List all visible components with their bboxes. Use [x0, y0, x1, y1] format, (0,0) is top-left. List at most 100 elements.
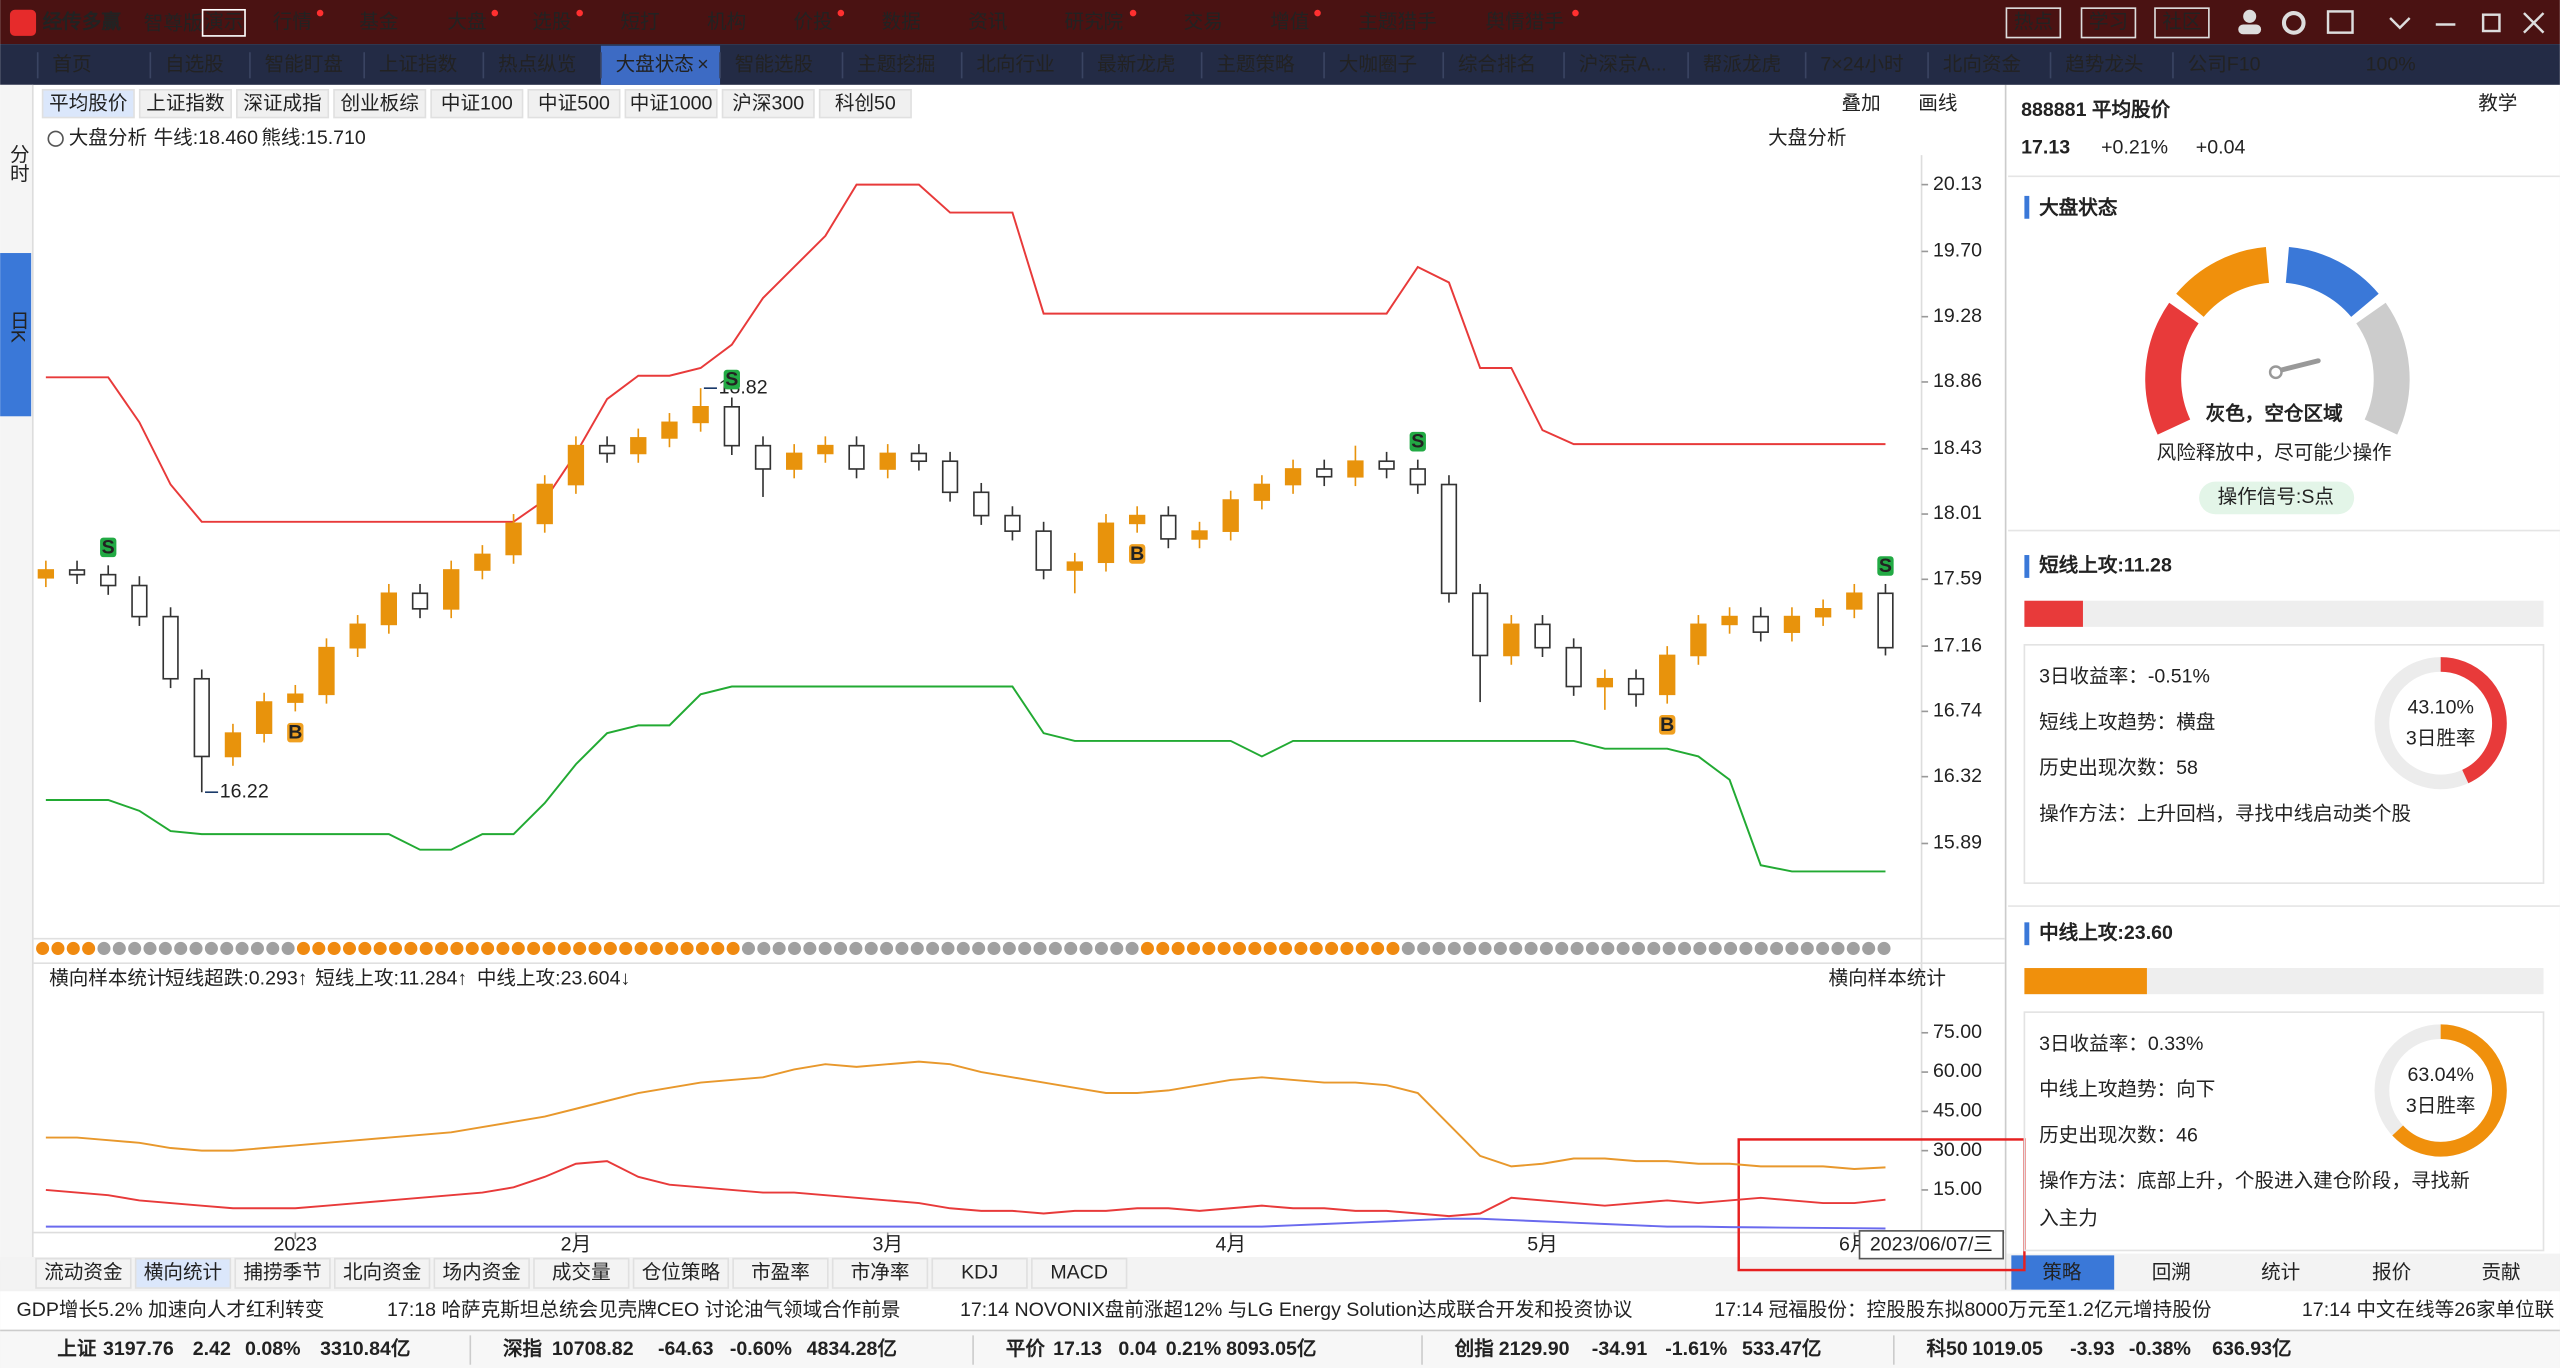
bottom-tab[interactable]: KDJ: [961, 1261, 998, 1283]
side-tab[interactable]: 日K: [6, 310, 28, 343]
tab[interactable]: 首页: [52, 53, 91, 75]
menu-item[interactable]: 研究院: [1065, 11, 1124, 33]
index-tab[interactable]: 深证成指: [243, 93, 321, 115]
settings-icon[interactable]: [2281, 11, 2306, 35]
menu-item[interactable]: 大盘: [447, 11, 486, 33]
index-tab-bg[interactable]: [236, 88, 330, 119]
bottom-tab-bg[interactable]: [632, 1257, 730, 1289]
menu-item[interactable]: 价投: [794, 11, 833, 33]
tab[interactable]: 7×24小时: [1820, 53, 1903, 75]
menu-item[interactable]: 选股: [532, 11, 571, 33]
tab-close[interactable]: ×: [697, 53, 708, 75]
bottom-tab[interactable]: 市盈率: [751, 1261, 810, 1283]
tab[interactable]: 主题策略: [1216, 53, 1295, 75]
bottom-tab-bg[interactable]: [134, 1257, 232, 1289]
menu-item[interactable]: 数据: [882, 11, 921, 33]
tab[interactable]: 公司F10: [2188, 53, 2261, 75]
tab[interactable]: 大盘状态: [616, 53, 694, 75]
bottom-tab-bg[interactable]: [35, 1257, 132, 1289]
bottom-tab[interactable]: MACD: [1050, 1261, 1108, 1283]
bottom-tab-bg[interactable]: [333, 1257, 431, 1289]
index-tab[interactable]: 中证1000: [630, 93, 713, 115]
index-tab-bg[interactable]: [41, 88, 135, 119]
tab[interactable]: 北向资金: [1943, 53, 2022, 75]
tab[interactable]: 自选股: [165, 53, 224, 75]
index-tab-bg[interactable]: [430, 88, 524, 119]
news-item[interactable]: 17:14 中文在线等26家单位联: [2302, 1299, 2554, 1321]
index-tab-bg[interactable]: [624, 88, 718, 119]
bottom-tab-bg[interactable]: [533, 1257, 630, 1289]
maximize-icon[interactable]: [2481, 13, 2501, 33]
panel-tab[interactable]: 策略: [2042, 1261, 2082, 1283]
menu-button-label[interactable]: 学习: [2089, 11, 2128, 33]
bottom-tab[interactable]: 捕捞季节: [243, 1261, 321, 1283]
bottom-tab[interactable]: 场内资金: [443, 1261, 522, 1283]
index-tab[interactable]: 平均股价: [49, 93, 127, 115]
news-item[interactable]: GDP增长5.2% 加速向人才红利转变: [16, 1299, 324, 1321]
teach-link[interactable]: 教学: [2478, 93, 2517, 115]
tab[interactable]: 主题挖掘: [857, 53, 935, 75]
index-tab-bg[interactable]: [333, 88, 427, 119]
index-tab-bg[interactable]: [527, 88, 621, 119]
tab[interactable]: 智能选股: [735, 53, 813, 75]
menu-item[interactable]: 增值: [1270, 11, 1309, 33]
bottom-tab[interactable]: 流动资金: [44, 1261, 123, 1283]
index-tab[interactable]: 上证指数: [146, 93, 225, 115]
bottom-tab[interactable]: 北向资金: [343, 1261, 422, 1283]
index-tab[interactable]: 创业板综: [341, 93, 419, 115]
tab[interactable]: 大咖圈子: [1339, 53, 1417, 75]
menu-item[interactable]: 舆情猎手: [1486, 11, 1564, 33]
menu-item[interactable]: 基金: [359, 11, 399, 33]
panel-tab[interactable]: 贡献: [2481, 1261, 2520, 1283]
news-item[interactable]: 17:18 哈萨克斯坦总统会见壳牌CEO 讨论油气领域合作前景: [387, 1299, 900, 1321]
tab[interactable]: 最新龙虎: [1097, 53, 1175, 75]
bottom-tab-bg[interactable]: [831, 1257, 929, 1289]
tab[interactable]: 趋势龙头: [2065, 53, 2143, 75]
bottom-tab[interactable]: 成交量: [552, 1261, 611, 1283]
index-tab[interactable]: 科创50: [835, 93, 896, 115]
bottom-tab[interactable]: 仓位策略: [642, 1261, 721, 1283]
bottom-tab[interactable]: 市净率: [851, 1261, 910, 1283]
tab[interactable]: 北向行业: [976, 53, 1054, 75]
index-tab[interactable]: 中证500: [538, 93, 610, 115]
panel-tab[interactable]: 报价: [2372, 1261, 2411, 1283]
bottom-tab-bg[interactable]: [234, 1257, 331, 1289]
side-tab[interactable]: 分时: [6, 144, 29, 183]
menu-item[interactable]: 交易: [1184, 11, 1223, 33]
index-tab-bg[interactable]: [138, 88, 232, 119]
menu-item[interactable]: 主题猎手: [1358, 11, 1436, 33]
menu-item[interactable]: 资讯: [968, 11, 1007, 33]
tab[interactable]: 帮派龙虎: [1703, 53, 1781, 75]
bottom-tab[interactable]: 横向统计: [144, 1261, 222, 1283]
tab[interactable]: 上证指数: [379, 53, 458, 75]
panel-tab[interactable]: 统计: [2261, 1261, 2300, 1283]
index-tab-bg[interactable]: [818, 88, 912, 119]
tab[interactable]: 智能盯盘: [265, 53, 343, 75]
menu-button-label[interactable]: 热点: [2014, 11, 2053, 33]
index-tab[interactable]: 中证100: [441, 93, 513, 115]
window-icon[interactable]: [2326, 10, 2354, 34]
tab[interactable]: 热点纵览: [498, 53, 576, 75]
menu-button-label[interactable]: 社区: [2162, 11, 2201, 33]
tool[interactable]: 叠加: [1842, 93, 1881, 115]
index-tab-bg[interactable]: [721, 88, 815, 119]
menu-item[interactable]: 机构: [707, 11, 746, 33]
bottom-tab-bg[interactable]: [433, 1257, 530, 1289]
close-icon[interactable]: [2523, 12, 2545, 34]
menu-button[interactable]: [2005, 7, 2062, 39]
index-tab[interactable]: 沪深300: [732, 93, 804, 115]
tab[interactable]: 综合排名: [1458, 53, 1536, 75]
bottom-tab-bg[interactable]: [1031, 1257, 1128, 1289]
panel-tab[interactable]: 回溯: [2152, 1261, 2191, 1283]
news-item[interactable]: 17:14 冠福股份：控股股东拟8000万元至1.2亿元增持股份: [1714, 1299, 2212, 1321]
tool[interactable]: 画线: [1918, 93, 1957, 115]
menu-button[interactable]: [2154, 7, 2210, 39]
menu-item[interactable]: 行情: [273, 11, 312, 33]
tab[interactable]: 沪深京A...: [1579, 53, 1667, 75]
dropdown-icon[interactable]: [2389, 17, 2411, 30]
demo[interactable]: 演示: [204, 11, 243, 33]
menu-item[interactable]: 短打: [620, 11, 659, 33]
bottom-tab-bg[interactable]: [732, 1257, 829, 1289]
news-item[interactable]: 17:14 NOVONIX盘前涨超12% 与LG Energy Solution…: [960, 1299, 1633, 1321]
menu-button[interactable]: [2080, 7, 2137, 39]
